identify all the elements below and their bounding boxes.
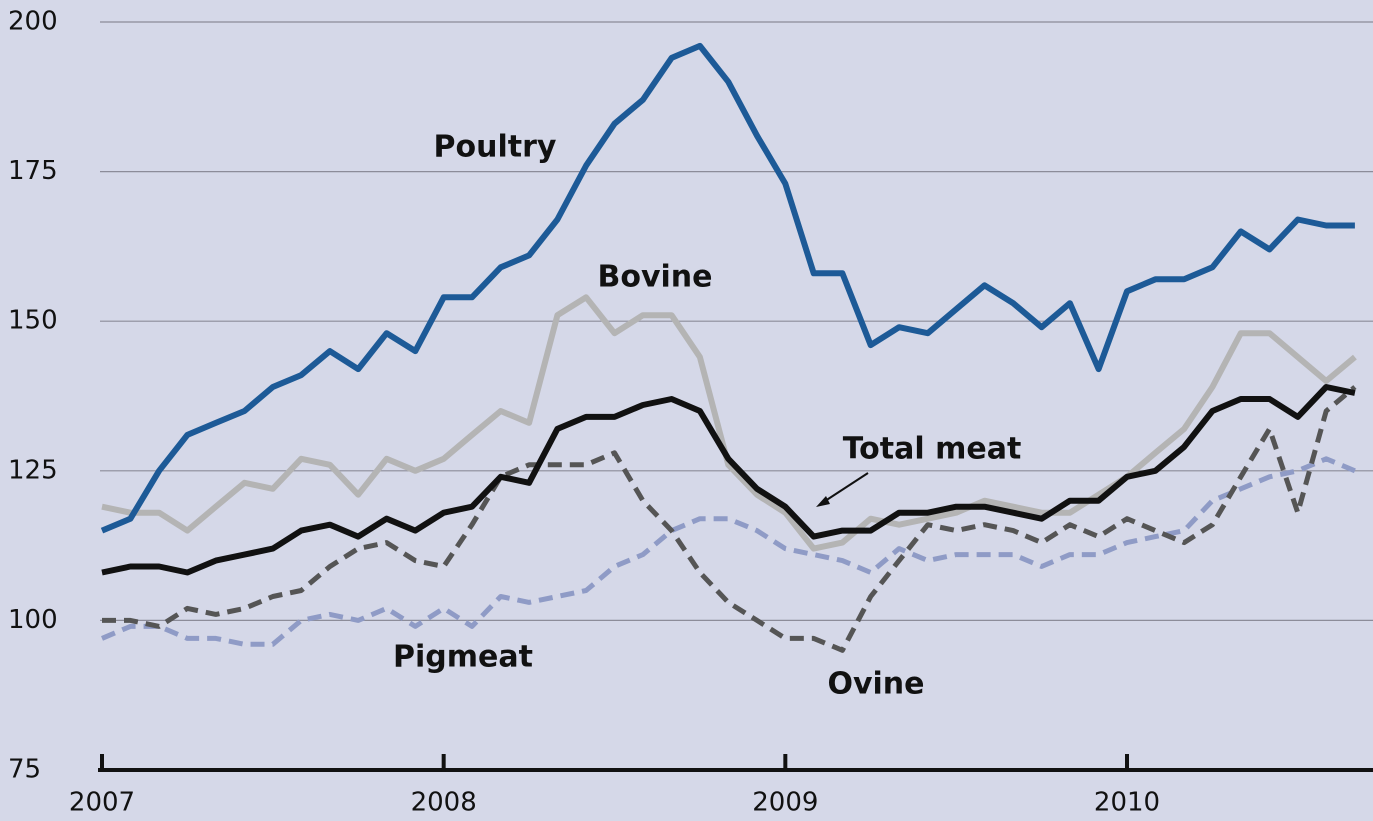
series-line [102,385,1357,653]
series-line [101,294,1357,552]
y-tick-label: 75 [8,755,41,785]
series-label: Poultry [434,130,557,165]
series-line [101,384,1356,576]
series-line [100,42,1355,534]
y-tick-label: 125 [8,455,58,485]
x-tick-label: 2009 [752,788,818,818]
x-tick-label: 2007 [69,788,135,818]
x-tick-label: 2010 [1094,788,1160,818]
x-tick-label: 2008 [411,788,477,818]
series-label: Total meat [843,432,1022,467]
series-line [101,456,1356,647]
y-tick-label: 200 [8,7,58,37]
arrow-head [816,496,830,507]
series-label: Bovine [597,260,712,295]
y-tick-label: 175 [8,156,58,186]
annotation-arrow [821,472,869,504]
series-label: Ovine [827,667,924,702]
y-tick-label: 150 [8,306,58,336]
y-tick-label: 100 [8,605,58,635]
series-label: Pigmeat [393,640,533,675]
